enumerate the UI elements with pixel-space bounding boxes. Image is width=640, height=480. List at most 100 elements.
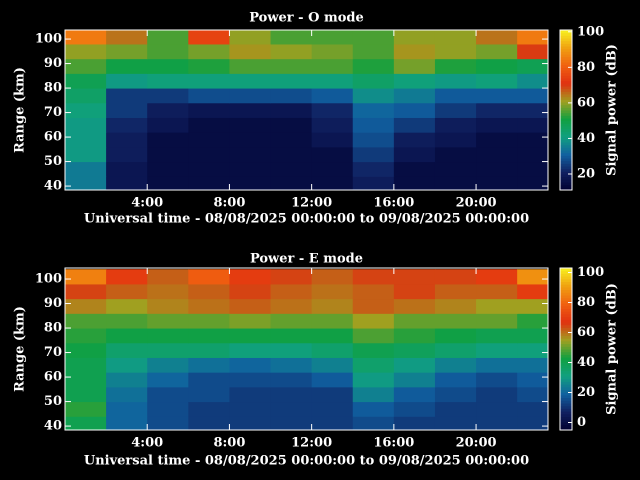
heatmap-cell bbox=[434, 146, 477, 163]
colorbar-segment bbox=[560, 51, 572, 55]
heatmap-cell bbox=[188, 328, 230, 344]
heatmap-cell bbox=[188, 43, 230, 60]
x-tick-label: 20:00 bbox=[456, 436, 497, 451]
heatmap-cell bbox=[65, 161, 107, 177]
colorbar-segment bbox=[560, 394, 572, 399]
heatmap-cell bbox=[311, 43, 354, 60]
heatmap-cell bbox=[270, 102, 313, 118]
heatmap-cell bbox=[434, 298, 477, 314]
heatmap-cell bbox=[476, 30, 518, 45]
heatmap-cell bbox=[106, 43, 148, 60]
colorbar-segment bbox=[560, 160, 572, 164]
heatmap-cell bbox=[352, 386, 395, 403]
heatmap-cell bbox=[270, 176, 313, 190]
heatmap-cell bbox=[352, 372, 395, 388]
colorbar-tick-label: 40 bbox=[577, 131, 595, 146]
heatmap-cell bbox=[352, 313, 395, 329]
heatmap-cell bbox=[229, 176, 272, 190]
y-tick-label: 40 bbox=[44, 179, 62, 194]
y-tick-label: 50 bbox=[44, 394, 62, 409]
colorbar-segment bbox=[560, 126, 572, 130]
colorbar-segment bbox=[560, 43, 572, 47]
heatmap-cell bbox=[106, 298, 148, 314]
heatmap-cell bbox=[311, 73, 354, 89]
heatmap-cell bbox=[311, 357, 354, 373]
colorbar-segment bbox=[560, 424, 572, 428]
heatmap-cell bbox=[393, 117, 436, 133]
y-tick-label: 60 bbox=[44, 130, 62, 145]
colorbar-segment bbox=[560, 155, 572, 159]
heatmap-cell bbox=[476, 416, 518, 430]
heatmap-cell bbox=[393, 298, 436, 314]
heatmap-cell bbox=[147, 43, 189, 60]
colorbar-segment bbox=[560, 102, 572, 106]
heatmap-cell bbox=[311, 117, 354, 133]
heatmap-cell bbox=[188, 88, 230, 104]
heatmap-cell bbox=[476, 43, 518, 60]
colorbar-segment bbox=[560, 86, 572, 90]
colorbar-segment bbox=[560, 335, 572, 339]
heatmap-cell bbox=[393, 269, 436, 285]
heatmap-cell bbox=[434, 416, 477, 430]
heatmap-cell bbox=[517, 313, 548, 329]
heatmap-cell bbox=[65, 357, 107, 373]
heatmap-cell bbox=[229, 416, 272, 430]
heatmap-cell bbox=[311, 313, 354, 329]
heatmap-cell bbox=[270, 342, 313, 358]
colorbar-segment bbox=[560, 359, 572, 363]
heatmap-cell bbox=[270, 73, 313, 89]
heatmap-cell bbox=[393, 132, 436, 148]
heatmap-cell bbox=[311, 401, 354, 417]
heatmap-cell bbox=[517, 357, 548, 373]
colorbar-segment bbox=[560, 176, 572, 180]
heatmap-cell bbox=[229, 328, 272, 344]
colorbar-tick-label: 20 bbox=[577, 385, 595, 400]
heatmap-cell bbox=[106, 146, 148, 163]
heatmap-cell bbox=[434, 269, 477, 285]
heatmap-cell bbox=[65, 386, 107, 403]
heatmap-cell bbox=[106, 401, 148, 417]
heatmap-cell bbox=[270, 161, 313, 177]
heatmap-cell bbox=[393, 386, 436, 403]
heatmap-cell bbox=[476, 372, 518, 388]
colorbar-segment bbox=[560, 123, 572, 127]
colorbar-segment bbox=[560, 365, 572, 369]
heatmap-cell bbox=[517, 73, 548, 89]
colorbar-segment bbox=[560, 166, 572, 170]
heatmap-cell bbox=[393, 161, 436, 177]
heatmap-cell bbox=[65, 328, 107, 344]
heatmap-cell bbox=[517, 283, 548, 300]
colorbar-segment bbox=[560, 96, 572, 100]
heatmap-cell bbox=[434, 357, 477, 373]
colorbar-segment bbox=[560, 346, 572, 350]
colorbar-segment bbox=[560, 120, 572, 124]
heatmap-cell bbox=[352, 73, 395, 89]
heatmap-cell bbox=[352, 102, 395, 118]
heatmap-cell bbox=[270, 416, 313, 430]
y-tick-label: 50 bbox=[44, 154, 62, 169]
heatmap-cell bbox=[147, 88, 189, 104]
colorbar-segment bbox=[560, 351, 572, 355]
heatmap-cell bbox=[311, 386, 354, 403]
colorbar-segment bbox=[560, 421, 572, 426]
colorbar-segment bbox=[560, 118, 572, 122]
colorbar-segment bbox=[560, 75, 572, 79]
heatmap-cell bbox=[65, 43, 107, 60]
heatmap-cell bbox=[65, 372, 107, 388]
colorbar-segment bbox=[560, 59, 572, 63]
heatmap-cell bbox=[65, 342, 107, 358]
heatmap-cell bbox=[393, 401, 436, 417]
heatmap-cell bbox=[270, 401, 313, 417]
y-axis-label: Range (km) bbox=[13, 306, 28, 392]
heatmap-cell bbox=[393, 102, 436, 118]
heatmap-cell bbox=[311, 58, 354, 74]
heatmap-cell bbox=[65, 269, 107, 285]
heatmap-cell bbox=[311, 30, 354, 45]
heatmap-cell bbox=[352, 342, 395, 358]
colorbar-segment bbox=[560, 343, 572, 347]
colorbar-label: Signal power (dB) bbox=[605, 283, 620, 415]
heatmap-cell bbox=[311, 161, 354, 177]
colorbar-tick-label: 60 bbox=[577, 325, 595, 340]
heatmap-cell bbox=[106, 161, 148, 177]
heatmap-cell bbox=[106, 117, 148, 133]
